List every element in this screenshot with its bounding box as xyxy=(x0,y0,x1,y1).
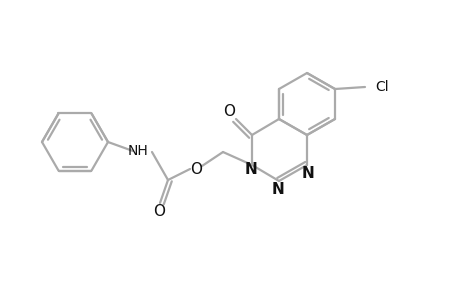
Text: N: N xyxy=(301,167,313,182)
Text: Cl: Cl xyxy=(374,80,388,94)
Text: N: N xyxy=(271,182,284,197)
Text: O: O xyxy=(190,161,202,176)
Text: O: O xyxy=(223,103,235,118)
Text: N: N xyxy=(244,162,257,177)
Text: O: O xyxy=(153,203,165,218)
Text: NH: NH xyxy=(127,144,148,158)
